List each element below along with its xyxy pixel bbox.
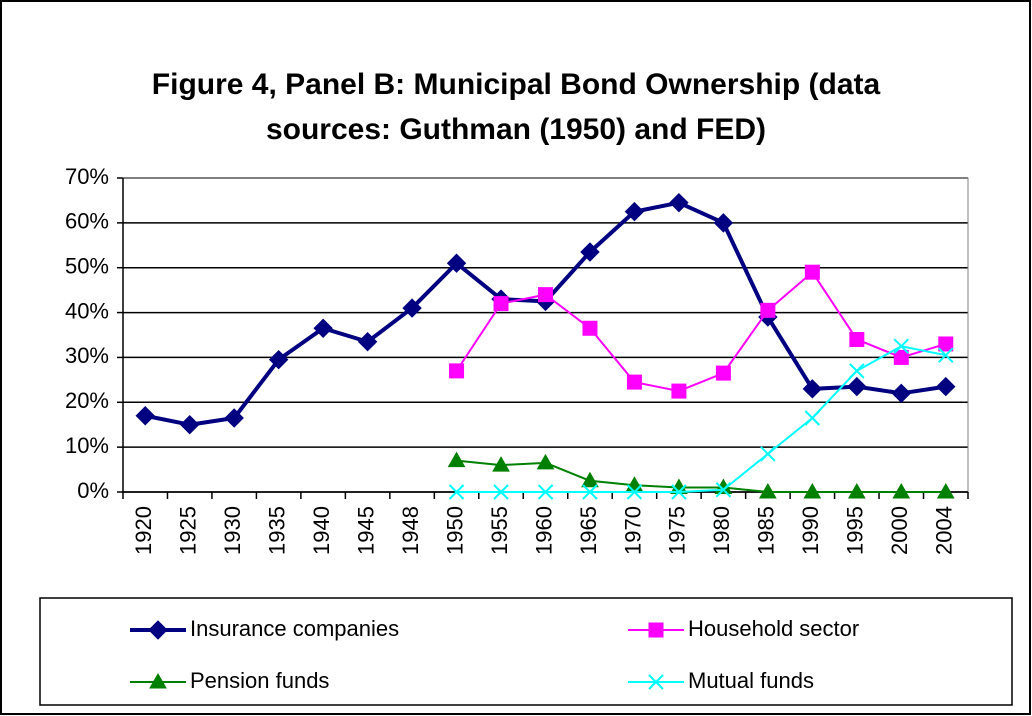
- marker: [268, 349, 289, 370]
- marker: [713, 213, 734, 233]
- marker: [938, 347, 954, 363]
- x-tick-label: 1965: [576, 506, 601, 555]
- marker: [582, 484, 598, 500]
- marker: [849, 331, 865, 347]
- marker: [936, 482, 955, 499]
- y-tick-label: 60%: [65, 209, 109, 234]
- marker: [537, 484, 554, 500]
- marker: [893, 338, 909, 354]
- marker: [582, 320, 598, 336]
- marker: [538, 287, 553, 303]
- marker: [759, 482, 777, 499]
- x-tick-label: 1980: [709, 506, 734, 555]
- y-tick-label: 40%: [65, 298, 109, 323]
- marker: [671, 484, 687, 500]
- y-tick-label: 0%: [77, 478, 109, 503]
- marker: [148, 620, 168, 640]
- marker: [536, 453, 555, 470]
- marker: [626, 484, 643, 500]
- marker: [357, 332, 378, 352]
- marker: [669, 192, 689, 213]
- x-tick-label: 1995: [843, 506, 868, 555]
- marker: [313, 318, 333, 338]
- marker: [449, 363, 465, 379]
- x-tick-label: 1925: [176, 506, 201, 555]
- marker: [648, 674, 664, 690]
- marker: [715, 365, 731, 381]
- x-tick-label: 1950: [442, 506, 467, 555]
- marker: [715, 482, 732, 498]
- y-tick-label: 50%: [65, 254, 109, 279]
- y-tick-label: 10%: [65, 433, 109, 458]
- marker: [849, 363, 865, 379]
- chart-title: Figure 4, Panel B: Municipal Bond Owners…: [152, 68, 881, 101]
- marker: [936, 376, 956, 397]
- x-tick-label: 2000: [887, 506, 912, 555]
- legend-box: [39, 597, 1013, 706]
- marker: [626, 374, 642, 390]
- marker: [803, 482, 822, 499]
- x-tick-label: 1960: [531, 506, 556, 555]
- x-tick-label: 1948: [398, 506, 423, 555]
- marker: [760, 446, 776, 462]
- x-tick-label: 1945: [353, 506, 378, 555]
- marker: [447, 451, 466, 468]
- marker: [493, 296, 509, 312]
- marker: [448, 484, 465, 500]
- marker: [802, 379, 823, 399]
- marker: [892, 482, 911, 499]
- marker: [847, 482, 866, 499]
- marker: [581, 471, 599, 488]
- marker: [180, 415, 200, 435]
- legend-label: Pension funds: [190, 668, 329, 693]
- y-tick-label: 30%: [65, 343, 109, 368]
- legend-label: Mutual funds: [688, 668, 814, 693]
- x-tick-label: 1955: [487, 506, 512, 555]
- marker: [149, 672, 167, 689]
- x-tick-label: 1970: [620, 506, 645, 555]
- x-tick-label: 1975: [665, 506, 690, 555]
- x-tick-label: 1930: [220, 506, 245, 555]
- marker: [402, 298, 422, 318]
- marker: [624, 201, 645, 222]
- marker: [671, 383, 687, 399]
- series-line: [456, 459, 946, 493]
- y-tick-label: 70%: [65, 164, 109, 189]
- marker: [804, 264, 820, 280]
- marker: [670, 478, 688, 495]
- x-tick-label: 1920: [131, 506, 156, 555]
- marker: [893, 349, 909, 365]
- marker: [493, 484, 509, 500]
- marker: [135, 406, 155, 426]
- marker: [891, 383, 911, 404]
- marker: [760, 302, 776, 318]
- marker: [847, 376, 867, 397]
- x-tick-label: 1985: [754, 506, 779, 555]
- marker: [492, 456, 510, 472]
- marker: [938, 336, 954, 352]
- x-tick-label: 2004: [932, 506, 957, 555]
- marker: [446, 253, 467, 273]
- chart-title: sources: Guthman (1950) and FED): [266, 113, 766, 146]
- y-tick-label: 20%: [65, 388, 109, 413]
- x-tick-label: 1940: [309, 506, 334, 555]
- marker: [648, 622, 664, 638]
- series-line: [456, 345, 946, 493]
- legend-label: Household sector: [688, 616, 859, 641]
- x-tick-label: 1990: [798, 506, 823, 555]
- marker: [580, 242, 600, 262]
- x-tick-label: 1935: [264, 506, 289, 555]
- marker: [224, 408, 244, 428]
- legend-label: Insurance companies: [190, 616, 399, 641]
- marker: [804, 410, 821, 426]
